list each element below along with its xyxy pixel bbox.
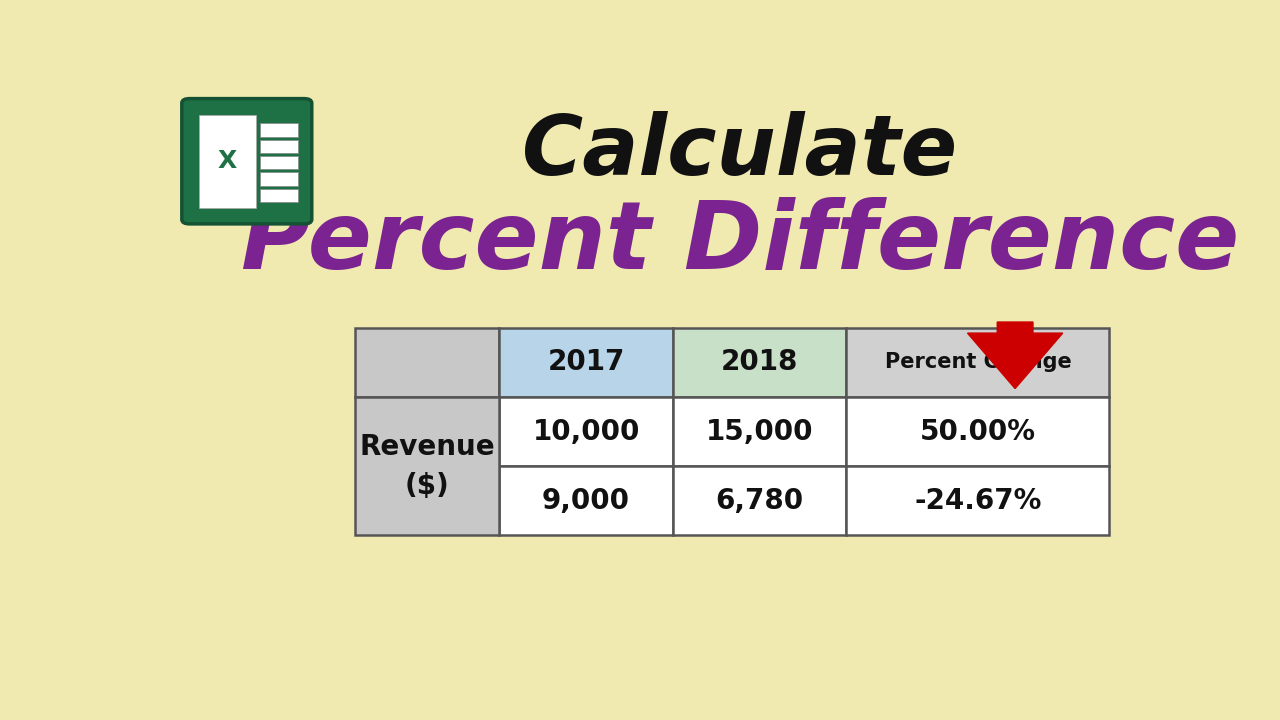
FancyBboxPatch shape [499, 397, 673, 466]
Text: Percent Difference: Percent Difference [241, 197, 1239, 289]
FancyBboxPatch shape [673, 397, 846, 466]
Text: Percent Change: Percent Change [884, 352, 1071, 372]
Text: -24.67%: -24.67% [914, 487, 1042, 515]
FancyBboxPatch shape [846, 397, 1110, 466]
Text: X: X [218, 149, 237, 174]
FancyBboxPatch shape [499, 466, 673, 536]
FancyBboxPatch shape [261, 140, 298, 153]
Text: 10,000: 10,000 [532, 418, 640, 446]
Text: 50.00%: 50.00% [920, 418, 1036, 446]
FancyBboxPatch shape [261, 123, 298, 137]
FancyBboxPatch shape [499, 328, 673, 397]
Text: 2018: 2018 [721, 348, 799, 377]
FancyBboxPatch shape [673, 328, 846, 397]
FancyBboxPatch shape [261, 172, 298, 186]
FancyBboxPatch shape [846, 466, 1110, 536]
FancyBboxPatch shape [182, 99, 312, 224]
FancyBboxPatch shape [673, 466, 846, 536]
FancyBboxPatch shape [261, 189, 298, 202]
Text: Revenue
($): Revenue ($) [360, 433, 495, 500]
Text: 9,000: 9,000 [541, 487, 630, 515]
FancyBboxPatch shape [261, 156, 298, 169]
Text: 2017: 2017 [548, 348, 625, 377]
Polygon shape [968, 322, 1062, 389]
Text: 15,000: 15,000 [705, 418, 813, 446]
FancyBboxPatch shape [356, 397, 499, 536]
FancyBboxPatch shape [846, 328, 1110, 397]
FancyBboxPatch shape [356, 328, 499, 397]
Text: Calculate: Calculate [522, 112, 959, 192]
Text: 6,780: 6,780 [716, 487, 804, 515]
FancyBboxPatch shape [198, 114, 256, 208]
